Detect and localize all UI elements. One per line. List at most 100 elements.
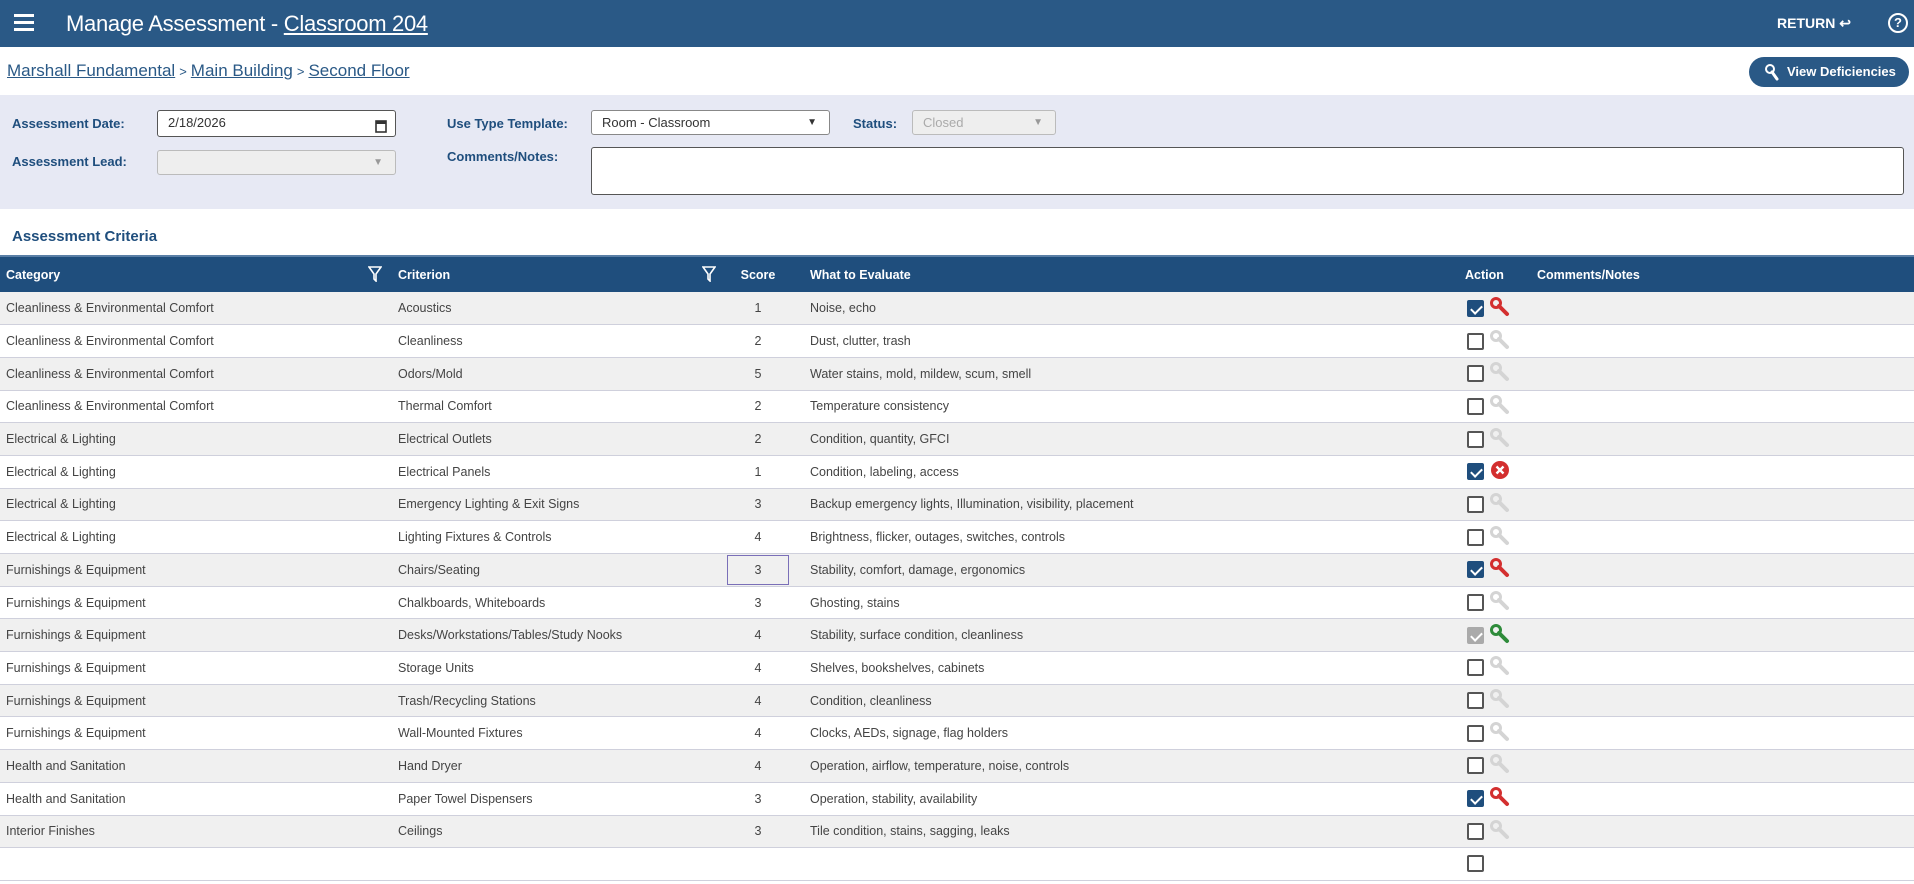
- cell-score[interactable]: 5: [726, 357, 790, 391]
- cell-comments[interactable]: [1533, 586, 1914, 620]
- filter-icon[interactable]: [367, 266, 383, 285]
- table-row[interactable]: Interior Finishes Ceilings 3 Tile condit…: [0, 815, 1914, 849]
- deficiency-checkbox[interactable]: [1467, 463, 1484, 481]
- deficiency-checkbox[interactable]: [1467, 397, 1484, 415]
- cell-comments[interactable]: [1533, 651, 1914, 685]
- cell-comments[interactable]: [1533, 749, 1914, 783]
- table-row[interactable]: Cleanliness & Environmental Comfort Clea…: [0, 324, 1914, 358]
- wrench-icon[interactable]: [1490, 362, 1510, 385]
- cell-score[interactable]: 2: [726, 390, 790, 424]
- cell-score[interactable]: 2: [726, 422, 790, 456]
- deficiency-checkbox[interactable]: [1467, 594, 1484, 612]
- cell-comments[interactable]: [1533, 684, 1914, 718]
- table-row[interactable]: Furnishings & Equipment Wall-Mounted Fix…: [0, 716, 1914, 751]
- wrench-icon[interactable]: [1490, 394, 1510, 418]
- wrench-icon[interactable]: [1490, 689, 1510, 712]
- cell-comments[interactable]: [1533, 618, 1914, 653]
- wrench-icon[interactable]: [1490, 591, 1510, 614]
- deficiency-checkbox[interactable]: [1467, 430, 1484, 448]
- wrench-icon[interactable]: [1490, 296, 1510, 320]
- breadcrumb-building[interactable]: Main Building: [190, 61, 293, 80]
- wrench-icon[interactable]: [1490, 492, 1510, 516]
- wrench-icon[interactable]: [1490, 558, 1510, 581]
- cell-score[interactable]: 4: [726, 716, 790, 751]
- deficiency-checkbox[interactable]: [1467, 790, 1484, 808]
- table-row[interactable]: Cleanliness & Environmental Comfort Odor…: [0, 357, 1914, 391]
- table-row[interactable]: Electrical & Lighting Emergency Lighting…: [0, 488, 1914, 522]
- table-row[interactable]: Furnishings & Equipment Trash/Recycling …: [0, 684, 1914, 718]
- cell-comments[interactable]: [1533, 292, 1914, 326]
- column-score[interactable]: Score: [726, 255, 790, 292]
- table-row[interactable]: Cleanliness & Environmental Comfort Acou…: [0, 292, 1914, 326]
- cell-comments[interactable]: [1533, 782, 1914, 816]
- cell-score[interactable]: 3: [726, 586, 790, 620]
- cell-comments[interactable]: [1533, 520, 1914, 554]
- cell-score[interactable]: 3: [726, 782, 790, 816]
- cell-comments[interactable]: [1533, 357, 1914, 391]
- deficiency-checkbox[interactable]: [1467, 822, 1484, 840]
- wrench-icon[interactable]: [1490, 525, 1510, 549]
- cell-comments[interactable]: [1533, 815, 1914, 849]
- deficiency-checkbox[interactable]: [1467, 365, 1484, 383]
- cell-comments[interactable]: [1533, 553, 1914, 587]
- use-type-template-select[interactable]: Room - Classroom ▼: [591, 110, 830, 135]
- wrench-icon[interactable]: [1490, 754, 1510, 777]
- deficiency-checkbox[interactable]: [1467, 724, 1484, 742]
- deficiency-checkbox[interactable]: [1467, 299, 1484, 317]
- wrench-icon[interactable]: [1490, 819, 1510, 843]
- deficiency-checkbox[interactable]: [1467, 692, 1484, 710]
- cell-comments[interactable]: [1533, 422, 1914, 456]
- deficiency-checkbox[interactable]: [1467, 495, 1484, 513]
- cell-comments[interactable]: [1533, 455, 1914, 489]
- table-row[interactable]: Furnishings & Equipment Storage Units 4 …: [0, 651, 1914, 685]
- wrench-icon[interactable]: [1490, 329, 1510, 353]
- filter-icon[interactable]: [701, 266, 717, 285]
- cell-score[interactable]: 2: [726, 324, 790, 358]
- wrench-icon[interactable]: [1490, 787, 1510, 810]
- cell-comments[interactable]: [1533, 716, 1914, 751]
- assessment-date-input[interactable]: 2/18/2026: [157, 110, 396, 137]
- table-row[interactable]: Furnishings & Equipment Chairs/Seating 3…: [0, 553, 1914, 587]
- return-button[interactable]: RETURN ↩: [1777, 15, 1851, 31]
- calendar-icon[interactable]: [375, 117, 387, 141]
- cell-score[interactable]: 4: [726, 749, 790, 783]
- table-row[interactable]: Electrical & Lighting Electrical Panels …: [0, 455, 1914, 489]
- table-row[interactable]: Furnishings & Equipment Chalkboards, Whi…: [0, 586, 1914, 620]
- cell-score[interactable]: 3: [726, 815, 790, 849]
- table-row[interactable]: [0, 847, 1914, 881]
- hamburger-menu-icon[interactable]: [14, 14, 34, 32]
- table-row[interactable]: Cleanliness & Environmental Comfort Ther…: [0, 390, 1914, 424]
- table-row[interactable]: Health and Sanitation Paper Towel Dispen…: [0, 782, 1914, 816]
- comments-textarea[interactable]: [591, 147, 1904, 195]
- view-deficiencies-button[interactable]: View Deficiencies: [1749, 57, 1909, 87]
- cell-comments[interactable]: [1533, 488, 1914, 522]
- cell-score[interactable]: 4: [726, 684, 790, 718]
- room-link[interactable]: Classroom 204: [283, 11, 428, 36]
- cell-score[interactable]: 4: [726, 520, 790, 554]
- cell-score[interactable]: 3: [726, 488, 790, 522]
- deficiency-checkbox[interactable]: [1467, 528, 1484, 546]
- wrench-icon[interactable]: [1490, 427, 1510, 451]
- column-what-to-evaluate[interactable]: What to Evaluate: [790, 255, 1462, 292]
- wrench-icon[interactable]: [1490, 623, 1510, 647]
- cell-score[interactable]: 4: [726, 651, 790, 685]
- table-row[interactable]: Health and Sanitation Hand Dryer 4 Opera…: [0, 749, 1914, 783]
- column-criterion[interactable]: Criterion: [392, 255, 726, 292]
- cell-score[interactable]: 4: [726, 618, 790, 653]
- breadcrumb-floor[interactable]: Second Floor: [308, 61, 410, 80]
- wrench-icon[interactable]: [1490, 656, 1510, 679]
- table-row[interactable]: Electrical & Lighting Lighting Fixtures …: [0, 520, 1914, 554]
- cell-score[interactable]: 1: [726, 455, 790, 489]
- cell-score[interactable]: 1: [726, 292, 790, 326]
- wrench-icon[interactable]: [1490, 721, 1510, 745]
- cell-score[interactable]: 3: [726, 553, 790, 587]
- cell-comments[interactable]: [1533, 390, 1914, 424]
- deficiency-checkbox[interactable]: [1467, 659, 1484, 677]
- column-category[interactable]: Category: [0, 255, 392, 292]
- table-row[interactable]: Electrical & Lighting Electrical Outlets…: [0, 422, 1914, 456]
- breadcrumb-site[interactable]: Marshall Fundamental: [7, 61, 176, 80]
- deficiency-checkbox[interactable]: [1467, 332, 1484, 350]
- deficiency-checkbox[interactable]: [1467, 561, 1484, 579]
- help-icon[interactable]: ?: [1888, 13, 1908, 33]
- table-row[interactable]: Furnishings & Equipment Desks/Workstatio…: [0, 618, 1914, 653]
